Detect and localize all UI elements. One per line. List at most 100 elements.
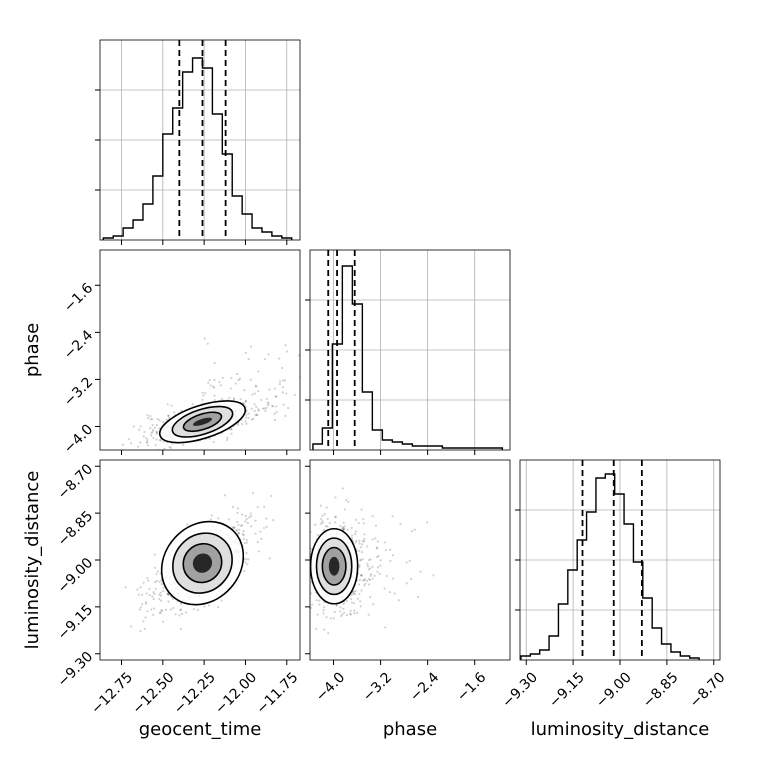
x-tick-label-geocent-time: −12.50 xyxy=(130,669,178,717)
scatter-sample xyxy=(335,604,338,607)
scatter-sample xyxy=(130,442,133,445)
scatter-sample xyxy=(145,592,148,595)
scatter-sample xyxy=(238,377,241,380)
scatter-sample xyxy=(155,572,158,576)
scatter-sample xyxy=(158,453,160,455)
scatter-sample xyxy=(234,382,237,385)
scatter-sample xyxy=(339,524,342,527)
scatter-sample xyxy=(307,569,309,571)
scatter-sample xyxy=(350,597,353,601)
scatter-sample xyxy=(232,398,236,401)
scatter-sample xyxy=(271,404,274,408)
scatter-sample xyxy=(137,593,141,596)
scatter-sample xyxy=(146,438,149,442)
scatter-sample xyxy=(149,414,152,418)
scatter-sample xyxy=(306,573,308,575)
x-tick-label-luminosity-distance: −9.30 xyxy=(499,669,541,711)
scatter-sample xyxy=(249,512,252,515)
scatter-sample xyxy=(191,403,194,406)
scatter-sample xyxy=(310,547,312,550)
scatter-sample xyxy=(139,441,142,444)
scatter-sample xyxy=(242,401,245,405)
scatter-sample xyxy=(167,600,170,603)
scatter-sample xyxy=(236,520,239,524)
x-tick-label-luminosity-distance: −9.15 xyxy=(546,669,588,711)
scatter-sample xyxy=(167,414,170,417)
scatter-sample xyxy=(180,612,184,616)
scatter-sample xyxy=(237,523,240,527)
scatter-sample xyxy=(410,530,413,533)
scatter-sample xyxy=(316,613,319,616)
scatter-sample xyxy=(150,434,153,437)
scatter-sample xyxy=(359,605,362,608)
scatter-sample xyxy=(246,521,249,525)
scatter-sample xyxy=(249,378,252,381)
scatter-sample xyxy=(149,427,152,430)
scatter-sample xyxy=(332,617,335,620)
scatter-sample xyxy=(154,587,157,591)
scatter-sample xyxy=(152,597,155,600)
scatter-sample xyxy=(368,567,372,570)
scatter-sample xyxy=(363,584,366,587)
scatter-sample xyxy=(278,383,281,386)
scatter-sample xyxy=(359,558,362,561)
scatter-sample xyxy=(170,608,173,611)
scatter-sample xyxy=(152,607,156,610)
contour-level xyxy=(193,417,212,426)
scatter-sample xyxy=(361,543,364,546)
scatter-sample xyxy=(213,399,216,402)
scatter-sample xyxy=(301,571,303,573)
scatter-sample xyxy=(202,394,205,397)
scatter-sample xyxy=(364,582,367,585)
scatter-sample xyxy=(256,540,259,544)
scatter-sample xyxy=(159,599,163,602)
scatter-sample xyxy=(357,521,360,525)
scatter-sample xyxy=(391,554,395,557)
scatter-sample xyxy=(244,420,247,423)
scatter-sample xyxy=(359,600,362,603)
scatter-sample xyxy=(326,517,329,521)
scatter-sample xyxy=(346,528,349,531)
scatter-sample xyxy=(124,586,127,589)
y-tick-label-luminosity-distance: −9.30 xyxy=(55,649,97,691)
scatter-sample xyxy=(160,609,163,612)
scatter-sample xyxy=(371,515,374,518)
scatter-sample xyxy=(334,516,337,519)
scatter-sample xyxy=(363,533,366,536)
scatter-sample xyxy=(242,529,245,533)
scatter-sample xyxy=(311,603,314,606)
scatter-sample xyxy=(206,342,209,345)
scatter-sample xyxy=(263,407,266,410)
x-tick-label-phase: −2.4 xyxy=(407,669,442,704)
scatter-sample xyxy=(241,422,244,426)
scatter-sample xyxy=(366,562,369,565)
scatter-sample xyxy=(121,443,125,446)
scatter-sample xyxy=(342,611,346,614)
scatter-sample xyxy=(306,563,308,565)
scatter-sample xyxy=(229,387,232,390)
contour-level xyxy=(192,553,213,573)
scatter-sample xyxy=(326,525,329,528)
scatter-sample xyxy=(257,389,260,393)
scatter-sample xyxy=(373,574,376,577)
x-tick-label-geocent-time: −12.75 xyxy=(88,669,136,717)
scatter-sample xyxy=(146,441,149,444)
y-axis-label-phase: phase xyxy=(22,323,43,377)
scatter-sample xyxy=(322,609,325,612)
scatter-sample xyxy=(162,420,165,424)
scatter-sample xyxy=(265,406,268,410)
scatter-sample xyxy=(353,533,357,536)
scatter-sample xyxy=(349,613,353,616)
scatter-sample xyxy=(353,612,356,615)
scatter-sample xyxy=(139,453,141,455)
scatter-sample xyxy=(128,437,131,441)
scatter-sample xyxy=(243,541,246,545)
scatter-sample xyxy=(389,548,392,551)
scatter-sample xyxy=(236,507,240,510)
x-tick-label-geocent-time: −12.00 xyxy=(212,669,260,717)
scatter-sample xyxy=(265,525,268,528)
scatter-sample xyxy=(325,616,328,619)
x-tick-label-geocent-time: −11.75 xyxy=(254,669,302,717)
x-tick-label-luminosity-distance: −8.85 xyxy=(640,669,682,711)
scatter-sample xyxy=(219,384,222,387)
